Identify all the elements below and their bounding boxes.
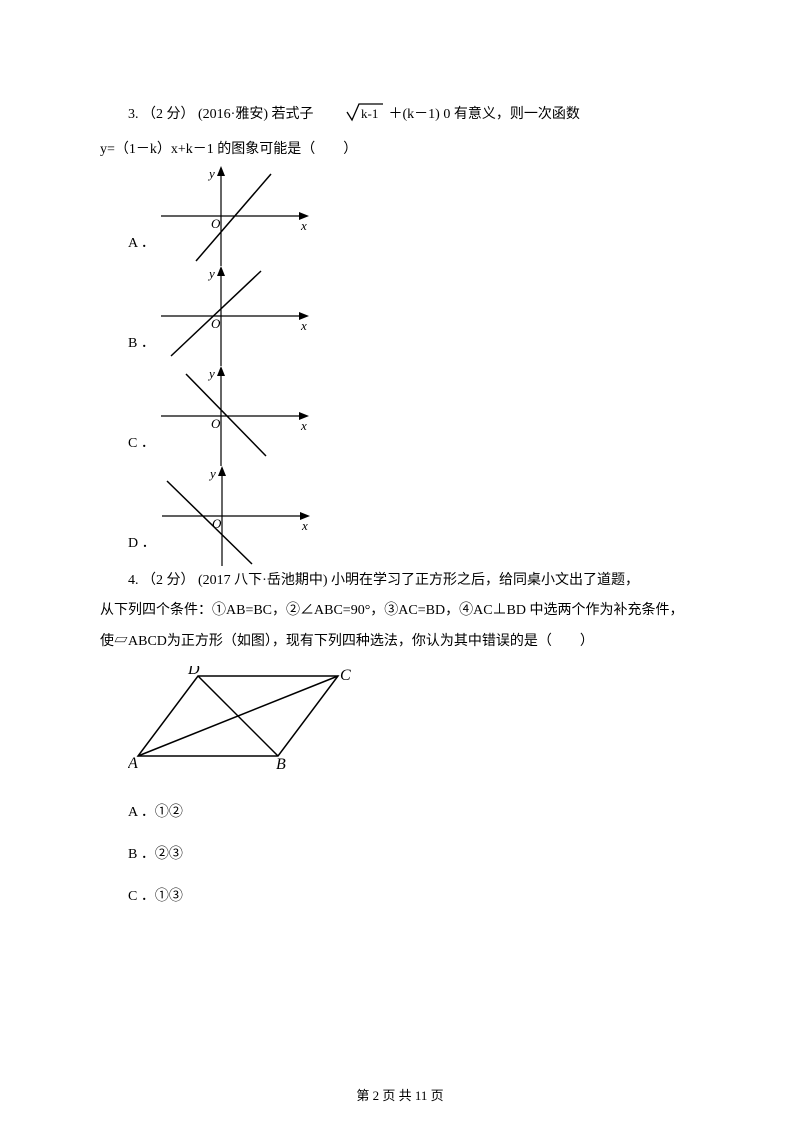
opt-d-label: D ． bbox=[128, 529, 162, 566]
sqrt-icon: k-1 bbox=[317, 100, 385, 135]
svg-text:O: O bbox=[211, 216, 221, 231]
q3-option-a: A ． O x y bbox=[128, 166, 700, 266]
vertex-a: A bbox=[128, 755, 138, 771]
svg-text:x: x bbox=[300, 418, 307, 433]
q4-line3: 使▱ABCD为正方形（如图），现有下列四种选法，你认为其中错误的是（ ） bbox=[100, 627, 700, 658]
q4-opt-a: A ．①② bbox=[128, 792, 700, 834]
q4-figure: A B C D bbox=[128, 666, 700, 784]
graph-d: O x y bbox=[162, 466, 312, 566]
opt-b-label: B ． bbox=[128, 329, 161, 366]
svg-text:y: y bbox=[207, 266, 215, 281]
q3-line1: 3. （2 分） (2016·雅安) 若式子 k-1 ＋(k－1) 0 有意义，… bbox=[100, 100, 700, 135]
q3-line2: y=（1－k）x+k－1 的图象可能是（ ） bbox=[100, 135, 700, 166]
graph-c: O x y bbox=[161, 366, 311, 466]
svg-text:O: O bbox=[211, 416, 221, 431]
opt-c-label: C ． bbox=[128, 429, 161, 466]
svg-text:y: y bbox=[207, 366, 215, 381]
q4-line1: 4. （2 分） (2017 八下·岳池期中) 小明在学习了正方形之后，给同桌小… bbox=[100, 566, 700, 597]
q3-pre: 3. （2 分） (2016·雅安) 若式子 bbox=[128, 107, 317, 122]
q3-option-d: D ． O x y bbox=[128, 466, 700, 566]
q3-option-c: C ． O x y bbox=[128, 366, 700, 466]
svg-text:x: x bbox=[301, 518, 308, 533]
svg-text:x: x bbox=[300, 218, 307, 233]
page-footer: 第 2 页 共 11 页 bbox=[0, 1085, 800, 1104]
svg-text:x: x bbox=[300, 318, 307, 333]
svg-text:y: y bbox=[208, 466, 216, 481]
graph-b: O x y bbox=[161, 266, 311, 366]
vertex-c: C bbox=[340, 667, 351, 684]
q4-line2: 从下列四个条件：①AB=BC，②∠ABC=90°，③AC=BD，④AC⊥BD 中… bbox=[100, 596, 700, 627]
svg-text:k-1: k-1 bbox=[361, 106, 378, 121]
vertex-d: D bbox=[187, 666, 200, 678]
graph-a: O x y bbox=[161, 166, 311, 266]
q4-opt-c: C ．①③ bbox=[128, 876, 700, 918]
q4-opt-b: B ．②③ bbox=[128, 834, 700, 876]
opt-a-label: A ． bbox=[128, 229, 161, 266]
q3-option-b: B ． O x y bbox=[128, 266, 700, 366]
q3-post: ＋(k－1) 0 有意义，则一次函数 bbox=[389, 107, 580, 122]
svg-text:y: y bbox=[207, 166, 215, 181]
svg-text:O: O bbox=[211, 316, 221, 331]
vertex-b: B bbox=[276, 756, 286, 771]
svg-text:O: O bbox=[212, 516, 222, 531]
